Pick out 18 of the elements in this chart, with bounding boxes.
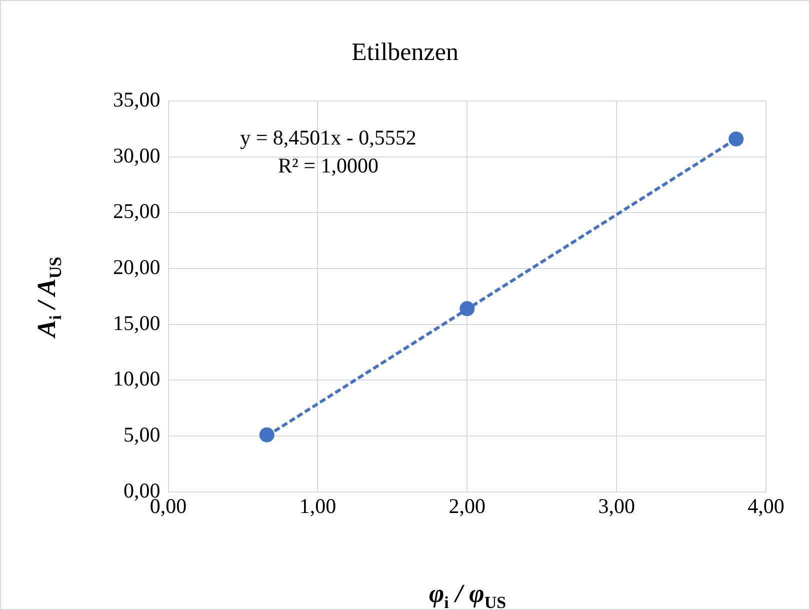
x-tick-label: 1,00 xyxy=(299,494,336,518)
x-tick-label: 3,00 xyxy=(598,494,635,518)
y-tick-label: 25,00 xyxy=(113,199,160,224)
y-tick-label: 10,00 xyxy=(113,366,160,391)
y-tick-label: 30,00 xyxy=(113,143,160,168)
y-tick-label: 15,00 xyxy=(113,310,160,335)
x-axis-title: φ$_{i}$ / φ$_{US}$ xyxy=(428,579,508,610)
x-tick-label: 4,00 xyxy=(748,494,784,518)
point xyxy=(728,131,744,146)
y-tick-label: 35,00 xyxy=(113,88,160,112)
y-tick-label: 5,00 xyxy=(124,422,160,446)
point xyxy=(259,427,274,442)
x-tick-label: 2,00 xyxy=(448,494,486,518)
y-tick-label: 20,00 xyxy=(113,255,160,279)
point xyxy=(460,301,475,316)
annotation: R² = 1,0000 xyxy=(278,154,378,178)
chart-title: Etilbenzen xyxy=(350,39,460,67)
annotation: y = 8,4501x - 0,5552 xyxy=(240,126,416,150)
